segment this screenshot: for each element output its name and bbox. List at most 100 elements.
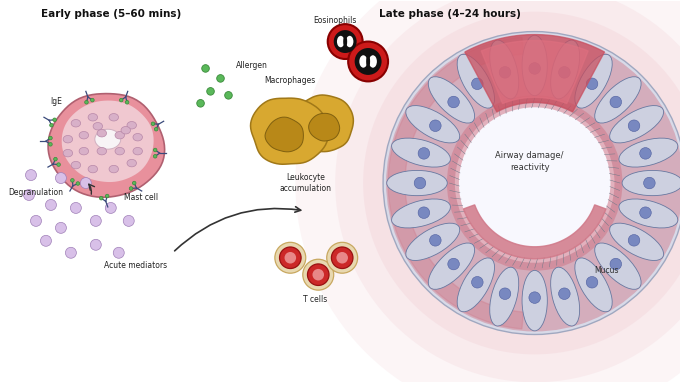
- Circle shape: [471, 277, 483, 288]
- Circle shape: [414, 177, 426, 189]
- Circle shape: [25, 170, 37, 180]
- Ellipse shape: [609, 106, 663, 143]
- Text: Eosinophils: Eosinophils: [313, 16, 357, 25]
- Ellipse shape: [109, 113, 118, 121]
- Ellipse shape: [392, 199, 450, 228]
- Circle shape: [448, 96, 460, 108]
- Circle shape: [155, 128, 158, 131]
- Ellipse shape: [392, 138, 450, 167]
- Text: Macrophages: Macrophages: [265, 76, 316, 85]
- Circle shape: [285, 252, 296, 264]
- Text: Mast cell: Mast cell: [124, 193, 158, 202]
- Circle shape: [207, 88, 215, 95]
- Ellipse shape: [133, 147, 142, 155]
- Circle shape: [383, 31, 681, 334]
- Text: Allergen: Allergen: [236, 61, 268, 70]
- Ellipse shape: [88, 113, 97, 121]
- Polygon shape: [388, 37, 524, 329]
- Ellipse shape: [71, 119, 80, 127]
- Circle shape: [448, 258, 460, 270]
- Ellipse shape: [575, 54, 612, 108]
- Circle shape: [153, 148, 157, 152]
- Ellipse shape: [551, 267, 580, 326]
- Text: Early phase (5–60 mins): Early phase (5–60 mins): [41, 9, 181, 19]
- Ellipse shape: [121, 126, 131, 134]
- Circle shape: [355, 48, 381, 75]
- Circle shape: [123, 215, 134, 226]
- Circle shape: [639, 147, 651, 159]
- Circle shape: [499, 288, 511, 300]
- Circle shape: [629, 120, 640, 131]
- Ellipse shape: [97, 129, 106, 137]
- Circle shape: [48, 142, 52, 146]
- Ellipse shape: [619, 199, 678, 228]
- Text: T cells: T cells: [303, 295, 328, 304]
- Text: Late phase (4–24 hours): Late phase (4–24 hours): [379, 9, 521, 19]
- Text: IgE: IgE: [50, 97, 62, 106]
- Ellipse shape: [63, 136, 73, 143]
- Ellipse shape: [109, 165, 118, 173]
- Circle shape: [430, 120, 441, 131]
- Circle shape: [53, 118, 57, 121]
- Ellipse shape: [428, 243, 475, 289]
- Circle shape: [106, 194, 109, 198]
- Ellipse shape: [457, 258, 494, 312]
- Polygon shape: [265, 117, 304, 152]
- Circle shape: [418, 147, 430, 159]
- Ellipse shape: [343, 36, 347, 47]
- Ellipse shape: [490, 267, 519, 326]
- Polygon shape: [465, 34, 605, 112]
- Circle shape: [430, 234, 441, 246]
- Circle shape: [610, 258, 622, 270]
- Circle shape: [153, 154, 157, 158]
- Circle shape: [529, 292, 541, 303]
- Ellipse shape: [609, 223, 663, 260]
- Polygon shape: [290, 95, 353, 152]
- Ellipse shape: [428, 77, 475, 123]
- Circle shape: [363, 11, 681, 354]
- Circle shape: [313, 269, 324, 280]
- Circle shape: [48, 136, 52, 140]
- Ellipse shape: [88, 165, 97, 173]
- Ellipse shape: [369, 55, 377, 68]
- Circle shape: [586, 277, 598, 288]
- Text: Degranulation: Degranulation: [8, 188, 63, 197]
- Circle shape: [40, 235, 52, 246]
- Circle shape: [119, 98, 123, 102]
- Circle shape: [50, 123, 53, 127]
- Ellipse shape: [133, 133, 142, 141]
- Circle shape: [217, 75, 224, 82]
- Circle shape: [31, 215, 42, 226]
- Polygon shape: [308, 113, 340, 141]
- Circle shape: [91, 215, 101, 226]
- Circle shape: [76, 182, 80, 185]
- Polygon shape: [464, 205, 606, 259]
- Ellipse shape: [622, 170, 681, 196]
- Ellipse shape: [360, 55, 367, 68]
- Ellipse shape: [366, 55, 370, 68]
- Circle shape: [132, 181, 136, 185]
- Circle shape: [332, 247, 353, 268]
- Ellipse shape: [63, 149, 73, 157]
- Ellipse shape: [406, 223, 460, 260]
- Polygon shape: [251, 98, 328, 164]
- Circle shape: [303, 259, 334, 290]
- Text: Leukocyte
accumulation: Leukocyte accumulation: [279, 173, 331, 193]
- Circle shape: [610, 96, 622, 108]
- Circle shape: [639, 207, 651, 218]
- Circle shape: [113, 247, 124, 258]
- Polygon shape: [48, 93, 165, 197]
- Circle shape: [80, 178, 91, 188]
- Text: Airway damage/
reactivity: Airway damage/ reactivity: [496, 151, 564, 172]
- Circle shape: [586, 78, 598, 90]
- Circle shape: [296, 0, 681, 383]
- Ellipse shape: [97, 147, 106, 155]
- Ellipse shape: [595, 77, 641, 123]
- Ellipse shape: [522, 35, 548, 96]
- Ellipse shape: [406, 106, 460, 143]
- Circle shape: [197, 100, 204, 107]
- Ellipse shape: [337, 36, 345, 47]
- Circle shape: [348, 41, 388, 82]
- Circle shape: [386, 34, 681, 332]
- Ellipse shape: [522, 270, 548, 331]
